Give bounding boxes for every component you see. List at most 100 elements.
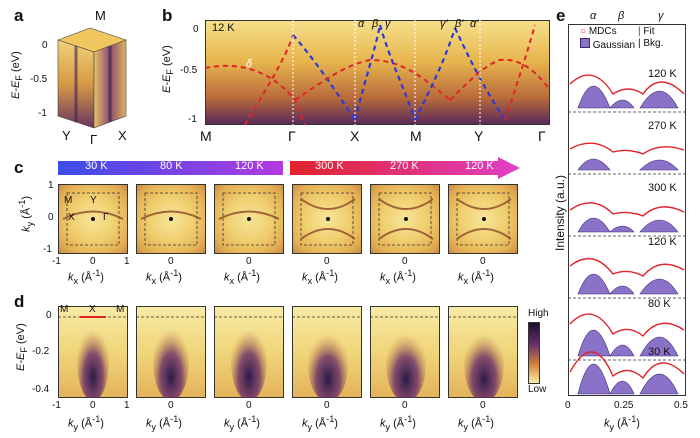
arrow-temp-270: 270 K (390, 160, 419, 172)
legend-fit: | Fit (638, 26, 655, 37)
panel-e-xtick-1: 0.25 (614, 400, 634, 411)
panel-d-point-M-left: M (60, 304, 69, 315)
panel-e-xtick-2: 0.5 (674, 400, 688, 411)
panel-c-xlabel-3: kx (Å-1) (224, 268, 260, 286)
panel-e-xtick-0: 0 (565, 400, 571, 411)
panel-b-ytick-0: 0 (193, 24, 199, 35)
panel-a-ytick-1: -0.5 (30, 74, 48, 85)
panel-e-temp-3: 120 K (648, 236, 677, 248)
panel-d-ytick-0: 0 (46, 310, 52, 321)
panel-a-point-mid: Γ (90, 132, 98, 147)
panel-b-xpoint-2: X (350, 128, 360, 144)
panel-d-ytick-1: -0.2 (32, 346, 50, 357)
legend-bkg: | Bkg. (638, 38, 664, 49)
panel-e-temp-0: 120 K (648, 68, 677, 80)
panel-c-xtick-5b: 0 (402, 256, 408, 267)
panel-c-point-Y: Y (90, 195, 97, 206)
panel-b-band-gamma-prime: γ' (440, 18, 448, 30)
panel-b-xpoint-3: M (410, 128, 422, 144)
arrow-temp-120b: 120 K (465, 160, 494, 172)
arrow-temp-300: 300 K (315, 160, 344, 172)
arrow-temp-30: 30 K (85, 160, 108, 172)
panel-c-ytick-1: 0 (48, 212, 54, 223)
panel-d-xlabel-6: ky (Å-1) (458, 414, 494, 432)
panel-b-xpoint-4: Y (474, 128, 484, 144)
panel-e-gamma: γ (658, 10, 664, 22)
panel-d-xtick-1a: -1 (52, 400, 61, 411)
panel-c-overlays (62, 192, 512, 246)
panel-a-point-left: Y (62, 128, 71, 143)
panel-c-label: c (14, 158, 24, 177)
panel-b-band-alpha-prime: α' (470, 18, 479, 30)
panel-c-xtick-4b: 0 (324, 256, 330, 267)
panel-c-xlabel-4: kx (Å-1) (302, 268, 338, 286)
panel-d-xtick-6b: 0 (480, 400, 486, 411)
panel-e-temp-2: 300 K (648, 182, 677, 194)
panel-b-ylabel: E-EF (eV) (160, 45, 176, 93)
panel-e-ylabel: Intensity (a.u.) (553, 174, 567, 252)
panel-e-beta: β (618, 10, 625, 22)
panel-c-xlabel-2: kx (Å-1) (146, 268, 182, 286)
panel-a-ytick-0: 0 (42, 40, 48, 51)
panel-e-temp-5: 30 K (648, 346, 671, 358)
panel-c-xtick-6b: 0 (480, 256, 486, 267)
panel-d-label: d (14, 292, 25, 311)
panel-b-ytick-2: -1 (188, 114, 197, 125)
panel-c-xtick-3b: 0 (246, 256, 252, 267)
panel-d-xtick-4b: 0 (324, 400, 330, 411)
panel-b-ytick-1: -0.5 (180, 65, 198, 76)
panel-e-frame (568, 24, 686, 396)
panel-d-xtick-1c: 1 (124, 400, 130, 411)
panel-d-xlabel-1: ky (Å-1) (68, 414, 104, 432)
panel-b-xpoint-1: Γ (288, 128, 296, 144)
panel-a-3d-cube (57, 27, 127, 129)
colorbar-high-label: High (528, 308, 549, 319)
panel-b-band-gamma: γ (385, 18, 391, 30)
panel-e-temp-4: 80 K (648, 298, 671, 310)
panel-c-ytick-2: -1 (43, 244, 52, 255)
panel-c-point-X: X (68, 212, 75, 223)
panel-b-xpoint-5: Γ (538, 128, 546, 144)
colorbar-low-label: Low (528, 384, 547, 395)
panel-c-xtick-1c: 1 (124, 256, 130, 267)
panel-c-xlabel-6: kx (Å-1) (458, 268, 494, 286)
panel-c-ylabel: ky (Å-1) (17, 195, 35, 232)
panel-a-label: a (14, 6, 24, 25)
panel-e-xlabel: ky (Å-1) (604, 414, 640, 432)
panel-a-ylabel: E-EF (eV) (9, 51, 25, 99)
legend-mdcs: ○ MDCs (580, 26, 617, 37)
panel-b-xpoint-0: M (200, 128, 212, 144)
panel-d-xlabel-4: ky (Å-1) (302, 414, 338, 432)
panel-b-arpes-map (205, 20, 550, 125)
panel-c-map-5 (370, 184, 440, 254)
panel-e-temp-1: 270 K (648, 120, 677, 132)
panel-b-label: b (162, 6, 173, 25)
panel-b-band-alpha: α (358, 18, 365, 30)
panel-c-xtick-2b: 0 (168, 256, 174, 267)
panel-c-xlabel-1: kx (Å-1) (68, 268, 104, 286)
panel-b-band-beta-prime: β' (455, 18, 464, 30)
panel-d-xlabel-3: ky (Å-1) (224, 414, 260, 432)
panel-a-ytick-2: -1 (38, 108, 47, 119)
panel-a-point-top: M (95, 8, 106, 23)
panel-d-xtick-1b: 0 (90, 400, 96, 411)
panel-b-temperature: 12 K (212, 22, 235, 34)
panel-d-point-M-right: M (116, 304, 125, 315)
panel-d-xlabel-2: ky (Å-1) (146, 414, 182, 432)
panel-d-colorbar (528, 322, 540, 384)
panel-a-point-right: X (118, 128, 127, 143)
panel-d-point-X: X (89, 304, 96, 315)
panel-e-alpha: α (590, 10, 597, 22)
panel-d-ytick-2: -0.4 (32, 384, 50, 395)
panel-d-dispersions (58, 316, 518, 398)
panel-e-label: e (556, 6, 566, 25)
arrow-temp-80: 80 K (160, 160, 183, 172)
panel-d-xtick-5b: 0 (402, 400, 408, 411)
panel-d-ylabel: E-EF (eV) (14, 323, 30, 371)
panel-e-mdc-curves (568, 74, 686, 395)
panel-c-map-4 (292, 184, 362, 254)
panel-b-band-delta: δ (246, 58, 253, 70)
panel-d-xtick-2b: 0 (168, 400, 174, 411)
panel-c-point-Gamma: Γ (103, 212, 109, 223)
panel-c-xtick-1b: 0 (90, 256, 96, 267)
